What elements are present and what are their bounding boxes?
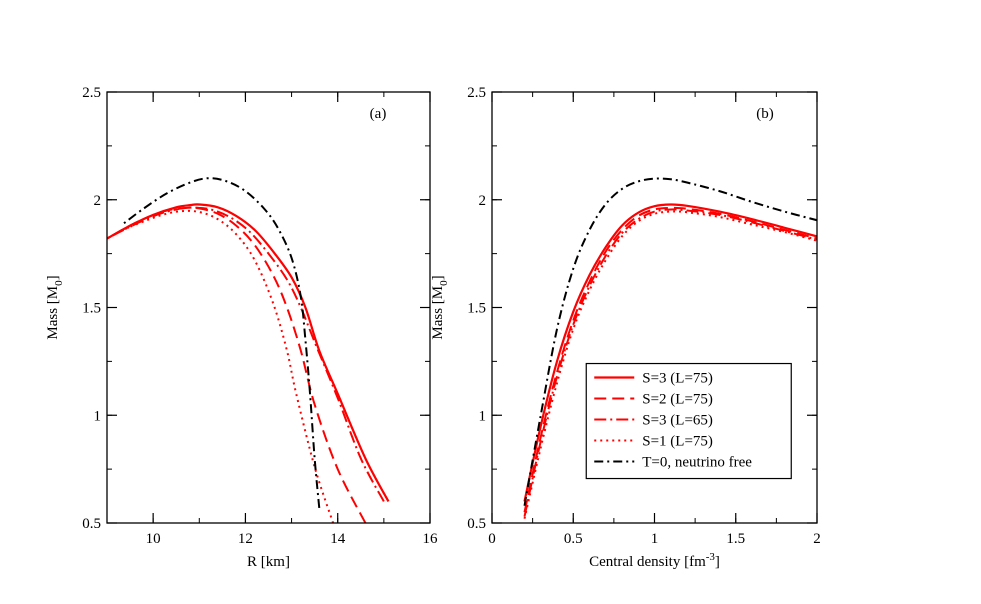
panel-b: 0 0.5 1 1.5 20.511.522.5(b)Central density [… <box>430 85 821 570</box>
series-group <box>523 177 817 519</box>
panel-label: (a) <box>370 106 387 122</box>
x-tick-label: 0 <box>488 531 496 547</box>
plot-frame <box>106 91 431 524</box>
legend-label-3: S=3 (L=65) <box>642 413 713 429</box>
x-tick-label: 12 <box>238 531 253 547</box>
legend-label-4: S=1 (L=75) <box>642 434 713 450</box>
panel-a: 10 12 14 16 0.5 1 1.5 2 2.5 (a) R [km] Mass [M0] <box>45 85 438 570</box>
x-tick-label: 2 <box>813 531 821 547</box>
legend-label-2: S=2 (L=75) <box>642 392 713 408</box>
series-line-4 <box>523 210 817 519</box>
series-line-2 <box>523 206 817 513</box>
series-line-5 <box>120 177 321 509</box>
y-axis-title: Mass [M0] <box>430 275 450 339</box>
y-tick-label: 0.5 <box>467 516 486 532</box>
x-tick-label: 1.5 <box>726 531 745 547</box>
x-axis-title: Central density [fm-3] <box>589 551 720 570</box>
panel-label: (b) <box>756 106 774 122</box>
series-line-2 <box>107 206 367 523</box>
series-line-3 <box>107 206 385 502</box>
y-tick-label: 1 <box>94 408 102 424</box>
y-tick-label: 2.5 <box>82 85 101 101</box>
x-tick-label: 14 <box>330 531 346 547</box>
x-tick-label: 16 <box>423 531 439 547</box>
legend: S=3 (L=75) S=2 (L=75) S=3 (L=65) S=1 (L=75)… <box>585 362 792 480</box>
y-tick-label: 1.5 <box>82 301 101 317</box>
legend-box <box>585 362 792 480</box>
series-line-4 <box>107 209 335 523</box>
x-tick-label: 1 <box>651 531 659 547</box>
y-axis-title: Mass [M0] <box>45 275 65 339</box>
x-tick-label: 0.5 <box>564 531 583 547</box>
series-line-3 <box>523 208 817 517</box>
y-tick-label: 2.5 <box>467 85 486 101</box>
legend-label-5: T=0, neutrino free <box>642 455 752 471</box>
series-group <box>107 177 390 523</box>
series-line-1 <box>107 203 390 502</box>
x-tick-label: 10 <box>146 531 161 547</box>
y-tick-label: 1.5 <box>467 301 486 317</box>
legend-label-1: S=3 (L=75) <box>642 371 713 387</box>
x-axis-title: R [km] <box>247 554 290 570</box>
y-tick-label: 2 <box>479 193 487 209</box>
y-tick-label: 1 <box>479 408 487 424</box>
series-line-5 <box>523 177 817 506</box>
y-tick-label: 2 <box>94 193 102 209</box>
y-tick-label: 0.5 <box>82 516 101 532</box>
series-line-1 <box>523 203 817 502</box>
